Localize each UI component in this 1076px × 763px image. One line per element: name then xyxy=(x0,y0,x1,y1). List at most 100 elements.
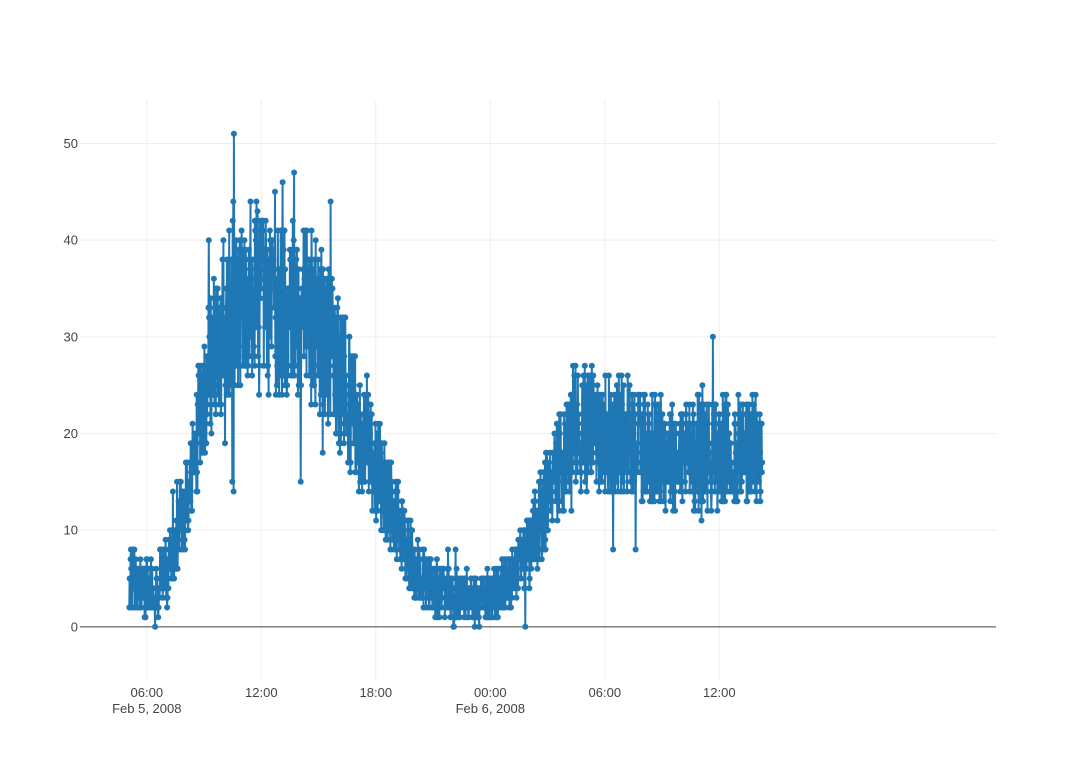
data-point[interactable] xyxy=(503,565,510,572)
data-point[interactable] xyxy=(367,478,374,485)
data-point[interactable] xyxy=(554,517,561,524)
data-point[interactable] xyxy=(170,556,177,563)
data-point[interactable] xyxy=(185,517,192,524)
data-point[interactable] xyxy=(610,546,617,553)
data-point[interactable] xyxy=(557,459,564,466)
data-point[interactable] xyxy=(193,391,200,398)
data-point[interactable] xyxy=(572,362,579,369)
data-point[interactable] xyxy=(284,382,291,389)
data-point[interactable] xyxy=(309,266,316,273)
data-point[interactable] xyxy=(272,188,278,195)
data-point[interactable] xyxy=(636,420,643,427)
data-point[interactable] xyxy=(510,556,517,563)
data-point[interactable] xyxy=(619,401,625,408)
data-point[interactable] xyxy=(186,488,193,495)
data-point[interactable] xyxy=(251,362,258,369)
data-point[interactable] xyxy=(738,478,745,485)
data-point[interactable] xyxy=(247,333,254,340)
data-point[interactable] xyxy=(508,594,515,601)
data-point[interactable] xyxy=(166,565,173,572)
data-point[interactable] xyxy=(319,449,326,456)
data-point[interactable] xyxy=(588,362,595,369)
data-point[interactable] xyxy=(671,488,678,495)
data-point[interactable] xyxy=(291,169,298,176)
data-point[interactable] xyxy=(226,304,233,311)
data-point[interactable] xyxy=(574,372,581,379)
data-point[interactable] xyxy=(740,440,747,447)
data-point[interactable] xyxy=(711,488,718,495)
data-point[interactable] xyxy=(599,391,606,398)
data-point[interactable] xyxy=(354,459,361,466)
data-point[interactable] xyxy=(330,411,337,418)
data-point[interactable] xyxy=(207,304,214,311)
data-point[interactable] xyxy=(631,420,638,427)
data-point[interactable] xyxy=(719,420,726,427)
data-point[interactable] xyxy=(411,565,417,572)
data-point[interactable] xyxy=(298,382,304,389)
data-point[interactable] xyxy=(376,488,383,495)
data-point[interactable] xyxy=(669,401,676,408)
data-point[interactable] xyxy=(219,256,226,263)
data-point[interactable] xyxy=(738,488,745,495)
data-point[interactable] xyxy=(541,488,547,495)
data-point[interactable] xyxy=(414,536,421,543)
data-point[interactable] xyxy=(335,333,342,340)
data-point[interactable] xyxy=(630,430,637,437)
data-point[interactable] xyxy=(250,304,257,311)
data-point[interactable] xyxy=(473,575,479,582)
data-point[interactable] xyxy=(320,401,327,408)
data-point[interactable] xyxy=(453,565,460,572)
data-point[interactable] xyxy=(514,565,520,572)
data-point[interactable] xyxy=(329,353,336,360)
data-point[interactable] xyxy=(354,391,360,398)
data-point[interactable] xyxy=(250,285,256,292)
data-point[interactable] xyxy=(345,430,352,437)
data-point[interactable] xyxy=(314,343,320,350)
data-point[interactable] xyxy=(384,507,391,514)
data-point[interactable] xyxy=(364,459,371,466)
data-point[interactable] xyxy=(750,440,757,447)
data-point[interactable] xyxy=(160,546,167,553)
data-point[interactable] xyxy=(230,198,237,205)
data-point[interactable] xyxy=(590,459,596,466)
data-point[interactable] xyxy=(227,382,234,389)
data-point[interactable] xyxy=(651,498,658,505)
data-point[interactable] xyxy=(340,411,347,418)
data-point[interactable] xyxy=(177,478,184,485)
data-point[interactable] xyxy=(328,275,335,282)
data-point[interactable] xyxy=(316,324,323,331)
data-point[interactable] xyxy=(583,411,589,418)
data-point[interactable] xyxy=(441,614,448,621)
data-point[interactable] xyxy=(708,507,715,514)
data-point[interactable] xyxy=(659,411,666,418)
data-point[interactable] xyxy=(686,440,693,447)
data-point[interactable] xyxy=(265,391,272,398)
data-point[interactable] xyxy=(346,411,353,418)
data-point[interactable] xyxy=(238,275,245,282)
data-point[interactable] xyxy=(341,440,347,447)
data-point[interactable] xyxy=(220,237,227,244)
data-point[interactable] xyxy=(567,459,574,466)
data-point[interactable] xyxy=(211,314,218,321)
data-point[interactable] xyxy=(688,449,695,456)
data-point[interactable] xyxy=(411,546,418,553)
data-point[interactable] xyxy=(494,614,501,621)
data-point[interactable] xyxy=(235,353,242,360)
data-point[interactable] xyxy=(232,304,239,311)
data-point[interactable] xyxy=(676,430,683,437)
data-point[interactable] xyxy=(367,401,374,408)
data-point[interactable] xyxy=(394,498,401,505)
data-point[interactable] xyxy=(326,333,333,340)
data-point[interactable] xyxy=(203,411,210,418)
data-point[interactable] xyxy=(663,440,670,447)
data-point[interactable] xyxy=(194,488,201,495)
data-point[interactable] xyxy=(292,362,299,369)
data-point[interactable] xyxy=(733,440,740,447)
data-point[interactable] xyxy=(407,575,414,582)
data-point[interactable] xyxy=(212,382,219,389)
data-point[interactable] xyxy=(534,507,540,514)
data-point[interactable] xyxy=(709,333,716,340)
data-point[interactable] xyxy=(609,449,616,456)
data-point[interactable] xyxy=(145,575,152,582)
data-point[interactable] xyxy=(542,546,549,553)
